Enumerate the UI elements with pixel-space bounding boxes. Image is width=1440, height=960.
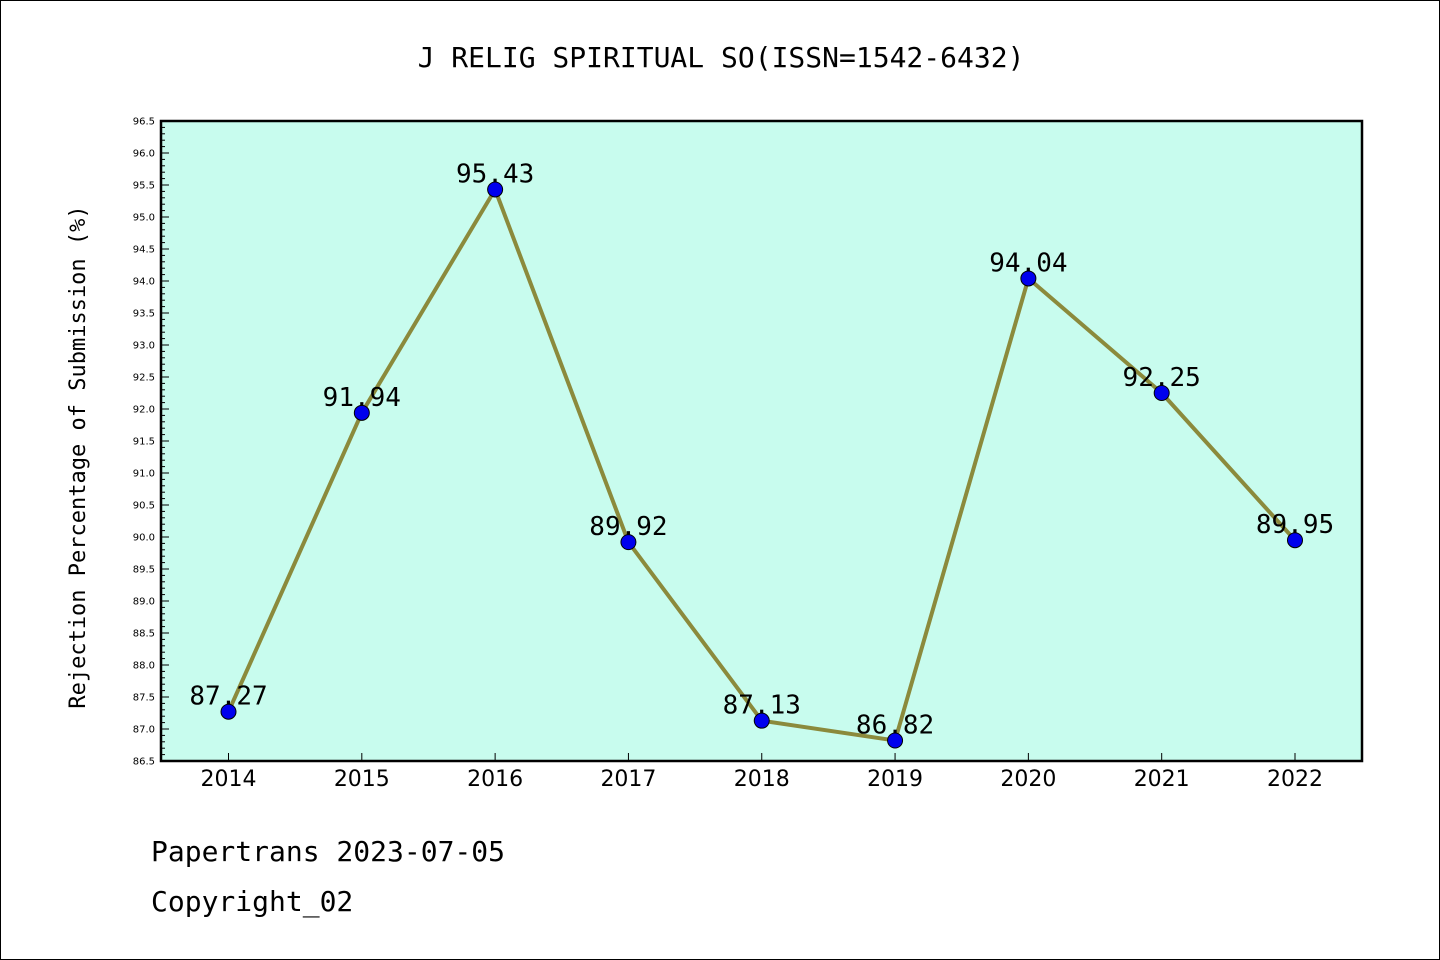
x-tick-label: 2021 <box>1134 767 1190 792</box>
data-label: 87.13 <box>723 691 801 721</box>
data-label: 89.92 <box>589 512 667 542</box>
x-tick-label: 2014 <box>201 767 257 792</box>
y-tick-label: 96.0 <box>133 149 155 160</box>
y-tick-label: 89.0 <box>133 597 155 608</box>
y-tick-label: 86.5 <box>133 757 155 768</box>
y-tick-label: 90.0 <box>133 533 155 544</box>
x-tick-label: 2019 <box>867 767 923 792</box>
y-tick-label: 95.5 <box>133 181 155 192</box>
data-point <box>1287 532 1303 549</box>
chart-title: J RELIG SPIRITUAL SO(ISSN=1542-6432) <box>418 41 1025 74</box>
data-point <box>487 181 504 198</box>
data-point <box>887 732 904 749</box>
y-tick-label: 90.5 <box>133 501 155 512</box>
data-label: 89.95 <box>1256 510 1334 540</box>
y-tick-label: 91.5 <box>133 437 155 448</box>
x-tick-label: 2015 <box>334 767 390 792</box>
data-markers <box>220 181 1303 749</box>
data-label: 86.82 <box>856 711 934 741</box>
data-label: 95.43 <box>456 159 534 189</box>
data-point <box>620 534 637 551</box>
y-axis: 86.5 87.0 87.5 88.0 88.5 89.0 89.5 90.0 90.5 91.0… <box>133 117 169 768</box>
data-point <box>1020 270 1037 287</box>
y-tick-label: 92.5 <box>133 373 155 384</box>
data-point <box>1153 385 1170 401</box>
y-tick-label: 88.5 <box>133 629 155 640</box>
y-tick-label: 91.0 <box>133 469 155 480</box>
data-label: 87.27 <box>189 682 267 712</box>
data-point <box>353 404 370 421</box>
y-tick-label: 87.0 <box>133 725 155 736</box>
data-label: 94.04 <box>989 248 1067 278</box>
y-tick-label: 93.0 <box>133 341 155 352</box>
x-axis: 2014 2015 2016 2017 2018 2019 2020 2021 2022 <box>201 753 1323 792</box>
y-tick-label: 96.5 <box>133 117 155 128</box>
data-label: 92.25 <box>1123 363 1201 393</box>
x-tick-label: 2022 <box>1267 767 1323 792</box>
copyright-label: Copyright_02 <box>151 885 354 918</box>
plot-area <box>159 119 1364 763</box>
y-axis-label: Rejection Percentage of Submission (%) <box>66 205 91 708</box>
y-tick-label: 94.5 <box>133 245 155 256</box>
x-tick-label: 2017 <box>600 767 656 792</box>
y-tick-label: 94.0 <box>133 277 155 288</box>
data-point <box>753 712 770 729</box>
data-labels: 87.27 91.94 95.43 89.92 87.13 86.82 94.04 92.25… <box>189 159 1334 740</box>
y-tick-label: 92.0 <box>133 405 155 416</box>
y-tick-label: 95.0 <box>133 213 155 224</box>
x-tick-label: 2016 <box>467 767 523 792</box>
data-label: 91.94 <box>323 383 401 413</box>
x-tick-label: 2020 <box>1000 767 1056 792</box>
y-tick-label: 87.5 <box>133 693 155 704</box>
source-date-label: Papertrans 2023-07-05 <box>151 835 506 868</box>
y-tick-label: 89.5 <box>133 565 155 576</box>
y-tick-label: 88.0 <box>133 661 155 672</box>
data-point <box>220 703 237 720</box>
y-tick-label: 93.5 <box>133 309 155 320</box>
x-tick-label: 2018 <box>734 767 790 792</box>
